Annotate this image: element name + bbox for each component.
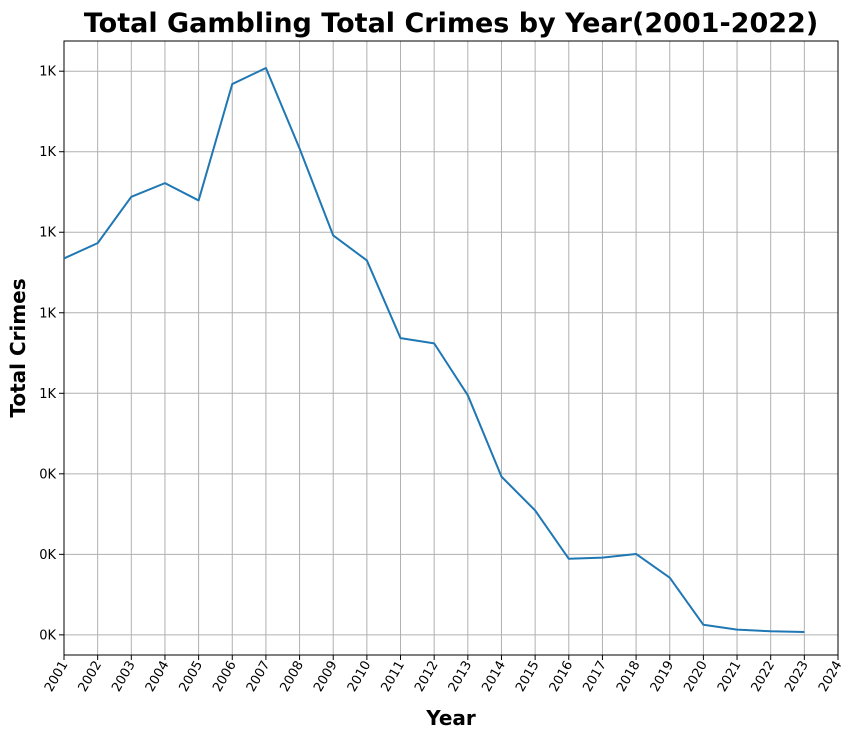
grid-lines — [63, 41, 839, 655]
x-tick-label: 2006 — [210, 659, 240, 695]
x-tick-label: 2014 — [479, 659, 509, 695]
x-tick-label: 2012 — [412, 659, 442, 695]
x-tick-label: 2016 — [547, 659, 577, 695]
x-tick-label: 2001 — [42, 659, 72, 695]
x-tick-label: 2018 — [614, 659, 644, 695]
x-axis: 2001 2002 2003 2004 2005 2006 2007 2008 2009 2010… — [42, 655, 846, 695]
x-axis-label: Year — [425, 706, 476, 730]
x-tick-label: 2024 — [816, 659, 846, 695]
y-tick-label: 1K — [39, 145, 56, 160]
x-tick-label: 2007 — [244, 659, 274, 695]
y-tick-label: 1K — [39, 65, 56, 80]
plot-area — [63, 40, 839, 656]
x-tick-label: 2023 — [782, 659, 812, 695]
y-tick-label: 1K — [39, 387, 56, 402]
x-tick-label: 2003 — [109, 659, 139, 695]
y-tick-label: 1K — [39, 306, 56, 321]
x-tick-label: 2009 — [311, 659, 341, 695]
x-tick-label: 2019 — [648, 659, 678, 695]
series-group — [63, 66, 805, 634]
x-tick-label: 2010 — [345, 659, 375, 695]
x-tick-label: 2008 — [277, 659, 307, 695]
x-tick-label: 2015 — [513, 659, 543, 695]
y-tick-label: 0K — [39, 467, 56, 482]
x-tick-label: 2021 — [715, 659, 745, 695]
y-axis-label: Total Crimes — [6, 278, 30, 417]
chart-title: Total Gambling Total Crimes by Year(2001… — [84, 8, 818, 39]
x-tick-label: 2002 — [76, 659, 106, 695]
y-tick-label: 0K — [39, 628, 56, 643]
x-tick-label: 2022 — [749, 659, 779, 695]
y-tick-label: 1K — [39, 226, 56, 241]
x-tick-label: 2004 — [143, 659, 173, 695]
x-tick-label: 2020 — [681, 659, 711, 695]
x-tick-label: 2011 — [378, 659, 408, 695]
x-tick-label: 2005 — [177, 659, 207, 695]
x-tick-label: 2017 — [580, 659, 610, 695]
y-tick-label: 0K — [39, 548, 56, 563]
x-tick-label: 2013 — [446, 659, 476, 695]
y-axis: 0K 0K 0K 1K 1K 1K 1K 1K — [39, 65, 64, 643]
